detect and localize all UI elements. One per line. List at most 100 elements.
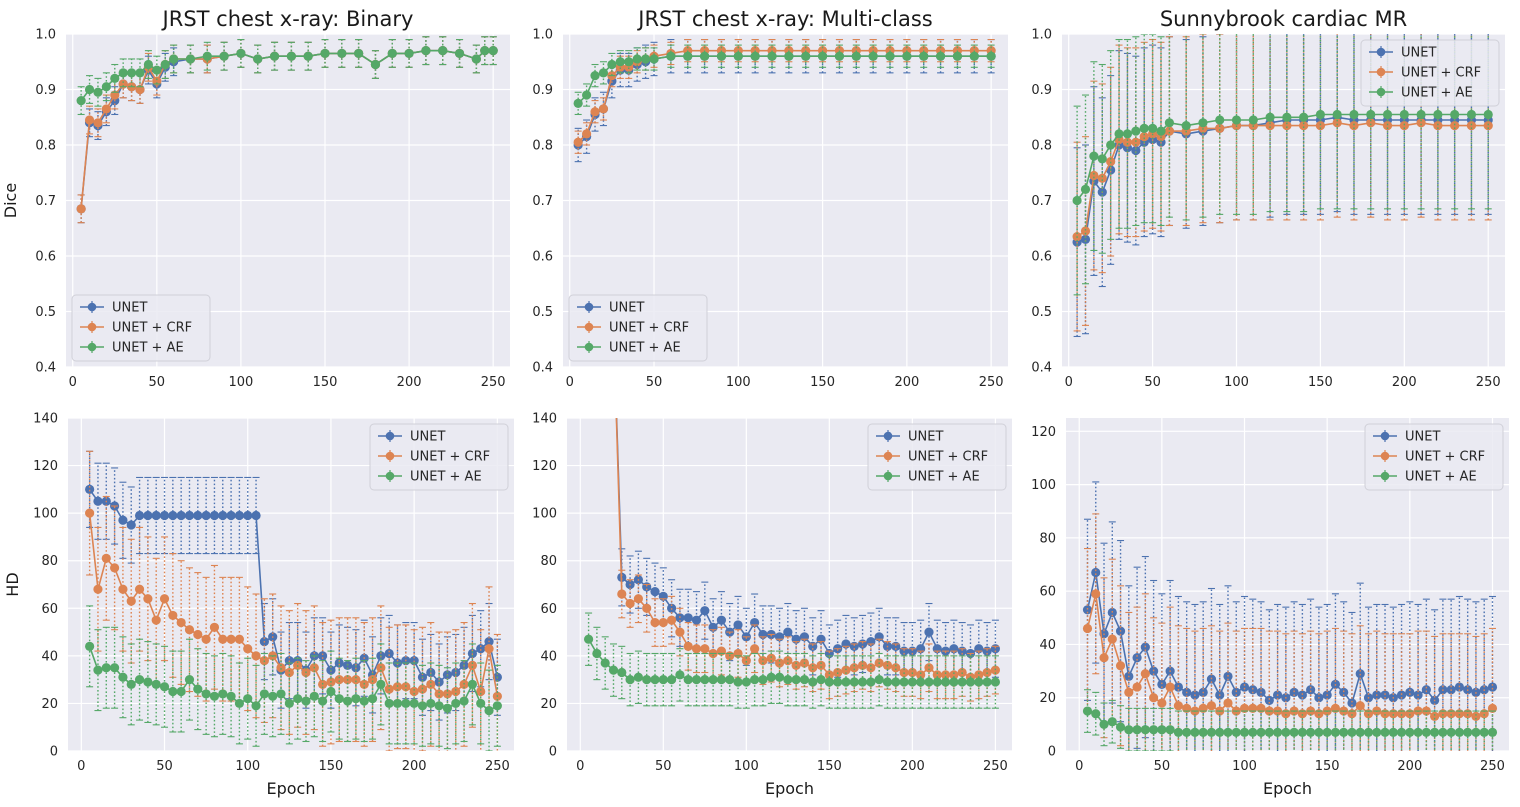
y-tick-label: 1.0 — [532, 28, 553, 43]
y-tick-label: 1.0 — [35, 28, 56, 43]
data-point — [733, 51, 743, 61]
data-point — [1215, 727, 1225, 737]
data-point — [573, 137, 583, 147]
data-point — [1380, 690, 1390, 700]
data-point — [1272, 727, 1283, 737]
data-point — [354, 48, 364, 59]
legend-item: UNET + CRF — [378, 450, 490, 465]
data-point — [201, 634, 211, 644]
y-tick-label: 40 — [540, 649, 557, 664]
data-point — [1487, 682, 1498, 692]
y-tick-label: 0 — [549, 745, 557, 760]
data-point — [1132, 653, 1142, 663]
data-point — [774, 658, 785, 668]
data-point — [351, 694, 361, 704]
data-point — [1413, 727, 1423, 737]
data-point — [421, 46, 431, 56]
data-point — [367, 675, 378, 685]
data-point — [1450, 109, 1460, 120]
y-tick-label: 0.7 — [35, 194, 56, 209]
legend: UNET UNET + CRF UNET + AE — [369, 423, 509, 491]
data-point — [1206, 701, 1217, 711]
data-point — [974, 677, 984, 687]
legend-label: UNET + CRF — [908, 450, 988, 465]
data-point — [101, 663, 111, 673]
data-point — [919, 51, 929, 61]
data-point — [885, 51, 895, 61]
data-point — [143, 594, 153, 604]
legend-box — [369, 423, 509, 491]
data-point — [667, 615, 677, 625]
data-point — [1332, 109, 1342, 120]
data-point — [1463, 709, 1473, 719]
x-axis-label: Epoch — [267, 779, 316, 798]
data-point — [1315, 120, 1326, 131]
data-point — [454, 48, 465, 59]
data-point — [784, 51, 794, 61]
chart-panel-4: 0 20 40 60 80 100 120 140 0 50 100 150 200 250 HD Epoch… — [3, 412, 514, 798]
data-point — [76, 204, 86, 214]
data-point — [874, 675, 884, 685]
data-point — [1157, 725, 1167, 735]
data-point — [1198, 118, 1208, 128]
y-tick-label: 0.6 — [1031, 250, 1052, 265]
data-point — [476, 698, 486, 709]
data-point — [1107, 717, 1117, 727]
data-point — [209, 510, 220, 521]
series-layer — [76, 36, 498, 224]
x-tick-label: 250 — [1476, 375, 1501, 390]
data-point — [438, 46, 448, 56]
data-point — [598, 68, 609, 78]
legend-swatch-marker — [1380, 431, 1390, 441]
data-point — [1097, 154, 1107, 164]
legend-swatch-marker — [1376, 87, 1386, 97]
data-point — [276, 689, 286, 699]
data-point — [675, 670, 685, 680]
data-point — [488, 46, 498, 56]
data-point — [581, 129, 592, 139]
data-point — [1382, 109, 1393, 120]
data-point — [176, 686, 186, 697]
data-point — [1089, 170, 1099, 181]
data-point — [700, 606, 710, 616]
data-point — [134, 510, 145, 521]
data-point — [451, 698, 461, 709]
y-tick-label: 0.9 — [35, 83, 56, 98]
data-point — [392, 698, 403, 709]
data-point — [1322, 727, 1332, 737]
legend: UNET UNET + CRF UNET + AE — [1364, 423, 1504, 491]
data-point — [370, 59, 381, 70]
legend-swatch-marker — [584, 342, 594, 352]
data-point — [733, 648, 743, 659]
data-point — [1355, 701, 1365, 711]
data-point — [326, 686, 336, 697]
data-point — [234, 634, 245, 644]
data-point — [1380, 727, 1390, 737]
data-point — [817, 51, 828, 61]
data-point — [733, 620, 743, 630]
data-point — [176, 510, 186, 521]
x-tick-label: 50 — [1144, 375, 1161, 390]
legend: UNET UNET + CRF UNET + AE — [568, 294, 708, 362]
y-tick-label: 0.8 — [1031, 139, 1052, 154]
data-point — [159, 510, 170, 521]
legend-swatch-marker — [1380, 471, 1390, 481]
legend-label: UNET — [112, 301, 147, 316]
legend-swatch-marker — [385, 431, 395, 441]
legend-item: UNET — [577, 301, 644, 316]
data-point — [101, 82, 111, 92]
series-unet-ae — [573, 44, 996, 116]
data-point — [990, 677, 1000, 687]
data-point — [1157, 679, 1167, 690]
data-point — [1173, 727, 1184, 737]
x-tick-label: 200 — [894, 375, 919, 390]
data-point — [774, 672, 785, 682]
y-tick-label: 0.5 — [1031, 305, 1052, 320]
data-point — [1140, 669, 1150, 679]
data-point — [1131, 126, 1141, 136]
data-point — [152, 65, 162, 75]
data-point — [93, 87, 103, 97]
data-point — [1282, 112, 1292, 122]
y-tick-label: 20 — [41, 697, 58, 712]
data-point — [1122, 129, 1133, 139]
